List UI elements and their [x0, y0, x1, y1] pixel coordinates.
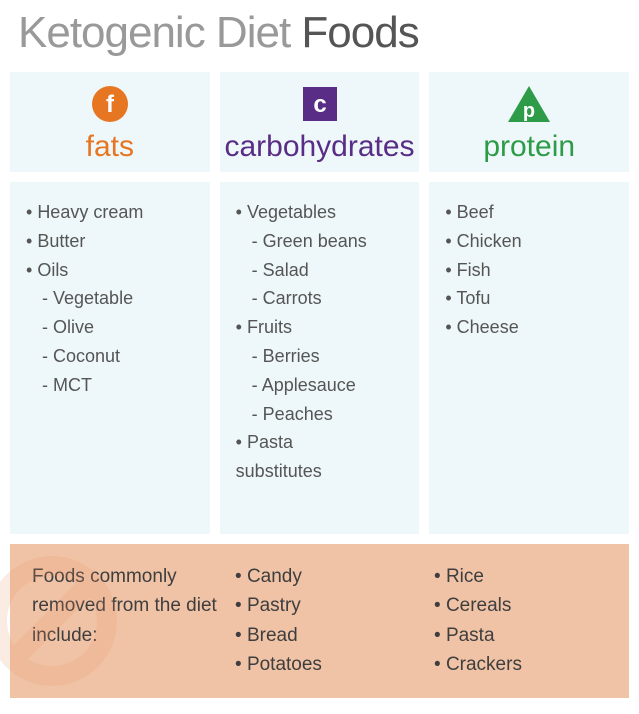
list-item: Fish [445, 256, 615, 285]
svg-text:c: c [313, 91, 326, 118]
removed-item: Pasta [434, 621, 619, 650]
list-item: Vegetables [236, 198, 406, 227]
title-bold: Foods [301, 8, 418, 57]
column-body-carbs: Vegetables Green beans Salad Carrots Fru… [220, 182, 420, 534]
removed-item: Rice [434, 562, 619, 591]
removed-foods-footer: Foods commonly removed from the diet inc… [10, 544, 629, 698]
list-item: Cheese [445, 313, 615, 342]
column-body-fats: Heavy cream Butter Oils Vegetable Olive … [10, 182, 210, 534]
list-item: Fruits [236, 313, 406, 342]
columns-row: f fats Heavy cream Butter Oils Vegetable… [0, 72, 639, 534]
removed-item: Pastry [235, 591, 420, 620]
list-item: Heavy cream [26, 198, 196, 227]
carbs-icon: c [220, 82, 420, 126]
list-item: Tofu [445, 284, 615, 313]
fats-icon: f [10, 82, 210, 126]
list-subitem: Salad [252, 256, 406, 285]
list-subitem: MCT [42, 371, 196, 400]
removed-item: Cereals [434, 591, 619, 620]
list-item: Oils [26, 256, 196, 285]
removed-item: Potatoes [235, 650, 420, 679]
removed-item: Crackers [434, 650, 619, 679]
list-subitem: Applesauce [252, 371, 406, 400]
list-item: Chicken [445, 227, 615, 256]
column-carbs: c carbohydrates Vegetables Green beans S… [220, 72, 420, 534]
footer-col2: Rice Cereals Pasta Crackers [420, 562, 619, 680]
list-subitem: Coconut [42, 342, 196, 371]
list-subitem: Green beans [252, 227, 406, 256]
column-fats: f fats Heavy cream Butter Oils Vegetable… [10, 72, 210, 534]
column-label-carbs: carbohydrates [220, 130, 420, 164]
title-light: Ketogenic Diet [18, 8, 290, 57]
column-body-protein: Beef Chicken Fish Tofu Cheese [429, 182, 629, 534]
column-header-fats: f fats [10, 72, 210, 172]
column-header-protein: p protein [429, 72, 629, 172]
list-item: Beef [445, 198, 615, 227]
list-subitem: Vegetable [42, 284, 196, 313]
page-title: Ketogenic Diet Foods [0, 0, 639, 72]
svg-text:f: f [106, 91, 115, 118]
footer-col1: Candy Pastry Bread Potatoes [221, 562, 420, 680]
list-subitem: Carrots [252, 284, 406, 313]
list-subitem: Peaches [252, 400, 406, 429]
protein-icon: p [429, 82, 629, 126]
removed-item: Candy [235, 562, 420, 591]
list-item: Butter [26, 227, 196, 256]
removed-item: Bread [235, 621, 420, 650]
column-label-protein: protein [429, 130, 629, 164]
svg-text:p: p [523, 100, 535, 122]
column-protein: p protein Beef Chicken Fish Tofu Cheese [429, 72, 629, 534]
list-subitem: Berries [252, 342, 406, 371]
footer-intro: Foods commonly removed from the diet inc… [20, 562, 221, 680]
list-subitem: Olive [42, 313, 196, 342]
column-header-carbs: c carbohydrates [220, 72, 420, 172]
list-item: Pasta substitutes [236, 428, 406, 486]
column-label-fats: fats [10, 130, 210, 164]
